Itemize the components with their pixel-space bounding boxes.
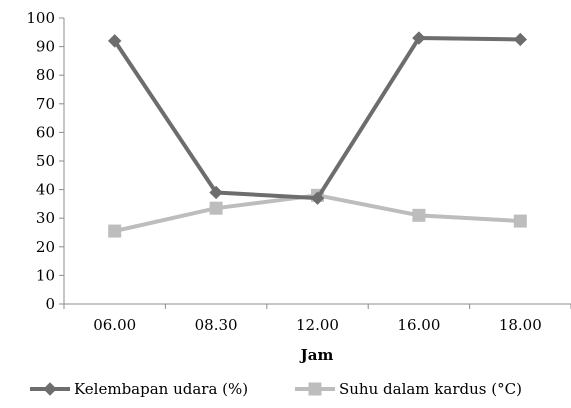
y-tick-label: 70	[36, 95, 55, 113]
series-line	[113, 36, 521, 201]
data-point	[310, 191, 325, 205]
y-tick-label: 90	[36, 38, 55, 56]
data-point	[209, 185, 223, 200]
data-point	[209, 201, 223, 215]
x-axis-title: Jam	[299, 346, 334, 364]
data-point	[513, 214, 527, 228]
x-axis-ticks: 06.00 08.30 12.00 16.00 18.00	[63, 304, 571, 334]
data-point	[107, 34, 122, 48]
y-tick-label: 10	[36, 266, 55, 284]
y-tick-label: 40	[36, 181, 55, 199]
legend-label: Suhu dalam kardus (°C)	[339, 380, 522, 398]
y-tick-label: 20	[36, 238, 55, 256]
legend-marker	[308, 382, 322, 396]
legend: Kelembapan udara (%) Suhu dalam kardus (°…	[30, 380, 522, 398]
y-tick-label: 30	[36, 209, 55, 227]
x-tick-label: 08.30	[195, 316, 238, 334]
y-tick-label: 80	[36, 66, 55, 84]
legend-item: Kelembapan udara (%)	[30, 380, 248, 398]
legend-item: Suhu dalam kardus (°C)	[295, 380, 522, 398]
x-tick-label: 12.00	[296, 316, 339, 334]
data-point	[513, 32, 528, 47]
y-tick-label: 100	[26, 9, 55, 27]
x-tick-label: 06.00	[93, 316, 136, 334]
y-tick-label: 0	[45, 295, 55, 313]
y-axis-ticks: 0 10 20 30 40 50 60 70 80 90 100	[26, 9, 64, 313]
data-point	[412, 31, 426, 45]
data-point	[108, 224, 122, 238]
series-kelembapan	[107, 31, 528, 205]
y-tick-label: 60	[36, 123, 55, 141]
chart-axes	[63, 18, 571, 305]
series-layer	[107, 31, 528, 238]
data-point	[412, 208, 426, 222]
x-tick-label: 16.00	[397, 316, 440, 334]
y-tick-label: 50	[36, 152, 55, 170]
x-tick-label: 18.00	[499, 316, 542, 334]
legend-marker	[43, 382, 57, 396]
legend-label: Kelembapan udara (%)	[74, 380, 248, 398]
